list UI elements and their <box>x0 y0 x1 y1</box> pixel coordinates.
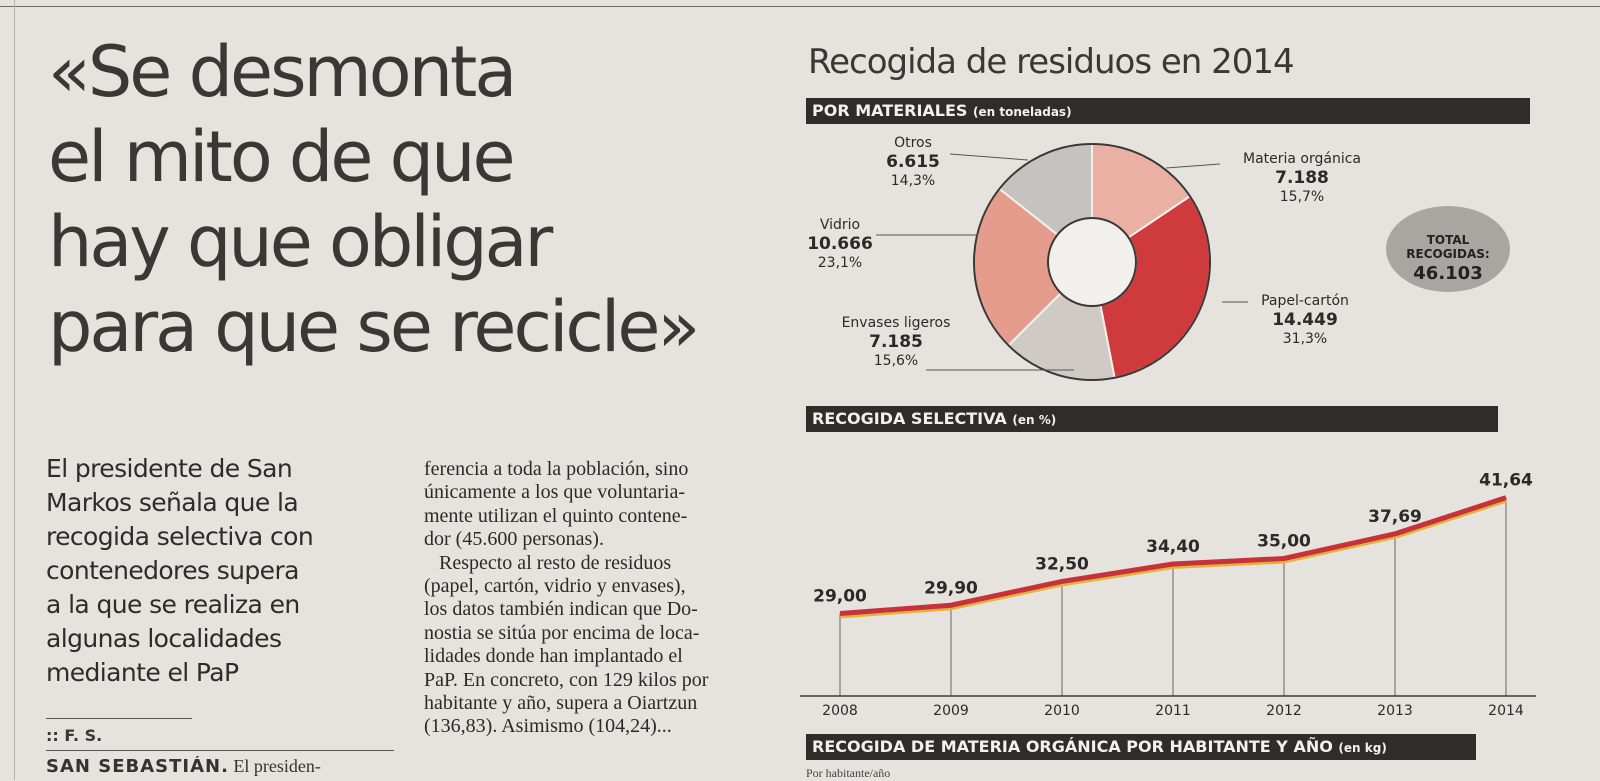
donut-outline <box>973 143 1211 381</box>
body-column: ferencia a toda la población, sino única… <box>424 458 774 739</box>
section-label: RECOGIDA DE MATERIA ORGÁNICA POR HABITAN… <box>812 737 1333 756</box>
slice-percent: 23,1% <box>817 255 863 271</box>
subtitle-line: mediante el PaP <box>46 658 239 687</box>
x-tick-labels: 2008 2009 2010 2011 2012 2013 2014 <box>822 703 1524 719</box>
body-line: lidades donde han implantado el <box>424 645 683 668</box>
body-line: mente utilizan el quinto contene- <box>424 504 688 527</box>
slice-value: 7.185 <box>869 332 923 352</box>
body-line: PaP. En concreto, con 129 kilos por <box>424 668 709 691</box>
donut-chart <box>876 142 1248 381</box>
headline-line: «Se desmonta <box>48 31 517 113</box>
slice-percent: 14,3% <box>890 173 936 189</box>
subtitle-rule <box>46 718 192 719</box>
body-line: (136,83). Asimismo (104,24)... <box>424 715 672 738</box>
slice-label-otros: Otros 6.615 14,3% <box>868 134 958 191</box>
body-line: ferencia a toda la población, sino <box>424 458 689 480</box>
slice-name: Vidrio <box>819 217 861 233</box>
x-tick-label: 2011 <box>1155 703 1191 719</box>
slice-value: 7.188 <box>1275 168 1329 188</box>
section-unit: (en %) <box>1012 413 1057 427</box>
section-unit: (en kg) <box>1338 741 1387 755</box>
dateline-text: El presiden- <box>228 756 321 776</box>
headline: «Se desmonta el mito de que hay que obli… <box>48 30 748 370</box>
slice-percent: 15,7% <box>1279 189 1325 205</box>
subtitle-line: contenedores supera <box>46 556 299 585</box>
slice-value: 14.449 <box>1272 310 1338 330</box>
dateline: SAN SEBASTIÁN. El presiden- <box>46 756 391 777</box>
slice-value: 6.615 <box>886 152 940 172</box>
data-label: 35,00 <box>1257 532 1311 552</box>
line-grid <box>839 497 1507 696</box>
headline-line: el mito de que <box>48 116 516 198</box>
data-label: 29,90 <box>924 578 978 598</box>
section-label: RECOGIDA SELECTIVA <box>812 409 1007 428</box>
slice-label-envases: Envases ligeros 7.185 15,6% <box>826 314 966 371</box>
column-rule <box>14 0 15 780</box>
slice-name: Envases ligeros <box>841 315 951 331</box>
slice-name: Materia orgánica <box>1242 151 1361 167</box>
slice-name: Papel-cartón <box>1261 293 1349 309</box>
slice-percent: 15,6% <box>873 353 919 369</box>
body-line: nostia se sitúa por encima de loca- <box>424 621 700 644</box>
body-line: (papel, cartón, vidrio y envases), <box>424 575 686 598</box>
slice-label-papel: Papel-cartón 14.449 31,3% <box>1240 292 1370 349</box>
total-value: 46.103 <box>1413 263 1483 284</box>
data-label: 34,40 <box>1146 537 1200 557</box>
slice-label-vidrio: Vidrio 10.666 23,1% <box>800 216 880 273</box>
x-tick-label: 2012 <box>1266 703 1302 719</box>
organic-footnote: Por habitante/año <box>806 766 891 780</box>
leader-otros <box>949 153 1029 161</box>
section-bar-selective: RECOGIDA SELECTIVA (en %) <box>806 406 1498 432</box>
x-tick-label: 2010 <box>1044 703 1080 719</box>
byline: :: F. S. <box>46 726 103 745</box>
infographic-title: Recogida de residuos en 2014 <box>808 42 1295 82</box>
subtitle-line: recogida selectiva con <box>46 522 314 551</box>
body-line: Respecto al resto de residuos <box>424 551 672 574</box>
body-line: los datos también indican que Do- <box>424 598 698 621</box>
slice-label-organica: Materia orgánica 7.188 15,7% <box>1222 150 1382 207</box>
body-line: únicamente a los que voluntaria- <box>424 481 686 504</box>
slice-value: 10.666 <box>807 234 873 254</box>
headline-line: para que se recicle» <box>48 286 700 368</box>
donut-hole <box>1047 217 1137 307</box>
data-label: 37,69 <box>1368 507 1422 527</box>
x-tick-label: 2009 <box>933 703 969 719</box>
total-badge: TOTAL RECOGIDAS: 46.103 <box>1386 206 1510 292</box>
subtitle-line: a la que se realiza en <box>46 590 300 619</box>
line-data-labels: 29,00 29,90 32,50 34,40 35,00 37,69 41,64 <box>813 471 1533 607</box>
line-chart: 29,00 29,90 32,50 34,40 35,00 37,69 41,64 2008… <box>800 471 1536 719</box>
slice-percent: 31,3% <box>1282 331 1328 347</box>
section-label: POR MATERIALES <box>812 101 968 120</box>
slice-name: Otros <box>894 135 932 151</box>
subtitle: El presidente de San Markos señala que l… <box>46 452 391 690</box>
x-tick-label: 2013 <box>1377 703 1413 719</box>
body-line: habitante y año, supera a Oiartzun <box>424 692 698 715</box>
subtitle-line: El presidente de San <box>46 454 293 483</box>
subtitle-line: algunas localidades <box>46 624 282 653</box>
data-label: 32,50 <box>1035 554 1089 574</box>
body-line: dor (45.600 personas). <box>424 528 604 551</box>
data-label: 29,00 <box>813 587 867 607</box>
x-tick-label: 2014 <box>1488 703 1524 719</box>
leader-organica <box>1165 163 1221 169</box>
page-top-rule <box>0 6 1600 7</box>
dateline-city: SAN SEBASTIÁN. <box>46 756 229 777</box>
section-bar-materials: POR MATERIALES (en toneladas) <box>806 98 1530 124</box>
subtitle-line: Markos señala que la <box>46 488 299 517</box>
byline-rule <box>46 750 394 751</box>
series-line <box>839 495 1507 616</box>
data-label: 41,64 <box>1479 471 1533 491</box>
total-label: TOTAL RECOGIDAS: <box>1406 233 1490 261</box>
x-tick-label: 2008 <box>822 703 858 719</box>
section-bar-organic: RECOGIDA DE MATERIA ORGÁNICA POR HABITAN… <box>806 734 1476 760</box>
section-unit: (en toneladas) <box>973 105 1072 119</box>
headline-line: hay que obligar <box>48 201 553 283</box>
